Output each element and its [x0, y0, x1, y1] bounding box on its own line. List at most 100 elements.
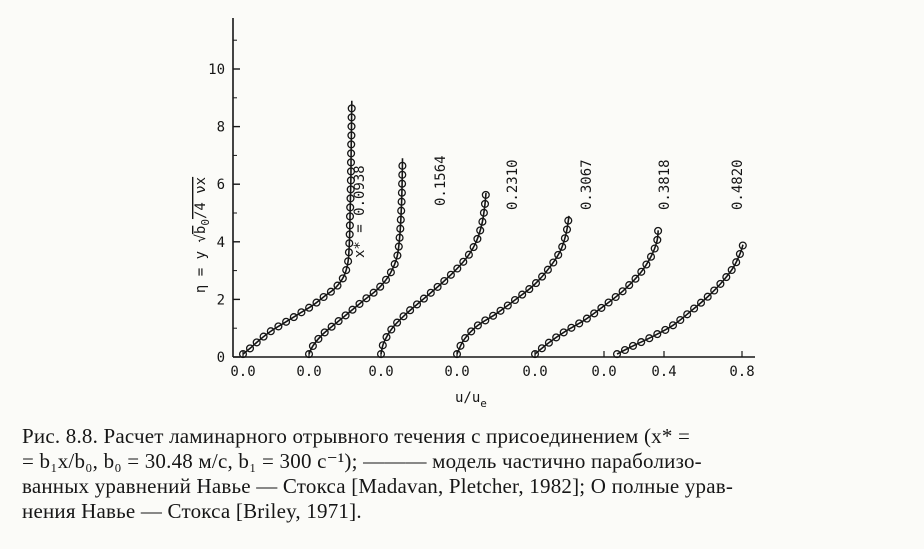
data-point — [397, 188, 406, 197]
caption-line-4: нения Навье — Стокса [Briley, 1971]. — [22, 499, 362, 523]
series-label: 0.2310 — [505, 159, 521, 210]
y-tick-label: 4 — [217, 235, 225, 251]
data-point — [564, 216, 573, 225]
data-point — [735, 249, 744, 259]
data-point — [552, 333, 561, 342]
data-point — [433, 282, 442, 291]
data-point — [537, 344, 546, 353]
data-point — [326, 287, 335, 296]
data-point — [238, 350, 248, 359]
data-point — [346, 158, 356, 167]
data-point — [453, 264, 462, 273]
data-point — [259, 332, 268, 341]
x-tick-label: 0.0 — [230, 364, 255, 380]
data-point — [525, 285, 534, 294]
data-point — [518, 290, 527, 299]
data-point — [452, 350, 462, 359]
axes — [232, 18, 755, 358]
data-point — [419, 294, 428, 303]
series-label: 0.3067 — [579, 159, 595, 210]
data-point — [611, 292, 620, 302]
x-tick-label: 0.0 — [296, 364, 321, 380]
series-line — [534, 230, 659, 355]
data-point — [479, 208, 488, 217]
data-point — [345, 212, 355, 221]
y-tick-label: 8 — [217, 120, 225, 136]
data-point — [334, 317, 343, 326]
data-point — [738, 241, 747, 250]
data-point — [440, 276, 449, 286]
data-point — [597, 303, 606, 312]
x-axis-title: u/ue — [455, 390, 487, 410]
data-point — [727, 265, 736, 275]
data-point — [683, 310, 692, 319]
y-tick-label: 6 — [217, 177, 225, 193]
data-point — [426, 288, 435, 297]
data-point — [732, 258, 741, 267]
data-point — [604, 298, 613, 307]
data-point — [549, 258, 558, 267]
data-point — [538, 272, 547, 281]
data-point — [344, 257, 353, 266]
data-point — [653, 235, 662, 244]
data-point — [304, 350, 314, 359]
data-point — [398, 170, 407, 179]
data-point — [282, 317, 291, 326]
data-point — [345, 230, 354, 239]
data-point — [327, 322, 336, 331]
figure-caption: Рис. 8.8. Расчет ламинарного отрывного т… — [22, 424, 910, 524]
y-tick-label: 10 — [208, 62, 225, 78]
chart-labels: 0 2 4 6 8 10 0.0 0.0 0.0 0.0 0.0 0.0 0.4 0.8 η = y √b0… — [193, 62, 755, 410]
data-point — [530, 350, 540, 359]
data-point — [567, 323, 576, 332]
data-point — [544, 338, 553, 347]
data-point — [252, 338, 261, 347]
data-point — [481, 190, 490, 199]
data-point — [393, 251, 402, 260]
data-point — [346, 185, 355, 194]
caption-line-2: = b₁x/b₀, b₀ = 30.48 м/с, b₁ = 300 с⁻¹);… — [22, 449, 702, 473]
data-point — [382, 333, 391, 342]
series-label: x* = 0.0938 — [352, 165, 368, 258]
data-point — [355, 299, 364, 308]
data-point — [480, 199, 490, 208]
series-label: 0.4820 — [730, 159, 746, 210]
data-point — [245, 344, 255, 353]
data-point — [362, 294, 371, 303]
data-point — [387, 325, 396, 334]
data-point — [646, 252, 656, 261]
data-point — [631, 274, 640, 283]
data-point — [562, 225, 572, 234]
data-point — [558, 242, 567, 251]
data-point — [314, 334, 323, 343]
data-point — [346, 176, 355, 185]
data-point — [496, 306, 505, 315]
data-point — [645, 334, 654, 343]
data-point — [456, 341, 465, 350]
data-point — [346, 194, 355, 203]
data-point — [398, 179, 407, 188]
data-point — [347, 131, 356, 140]
data-point — [266, 327, 275, 336]
data-point — [716, 279, 725, 288]
data-point — [503, 301, 512, 310]
data-point — [305, 303, 314, 312]
data-point — [637, 267, 646, 276]
data-point — [722, 273, 731, 282]
data-point — [394, 242, 403, 251]
data-point — [395, 233, 404, 242]
data-point — [510, 295, 520, 305]
data-point — [464, 250, 473, 259]
data-point — [478, 217, 487, 226]
x-tick-label: 0.8 — [729, 364, 754, 380]
data-point — [342, 266, 351, 275]
data-point — [590, 309, 599, 318]
data-point — [344, 248, 353, 257]
data-point — [637, 338, 646, 347]
data-point — [345, 221, 354, 230]
data-point — [346, 167, 356, 176]
data-point — [489, 311, 498, 320]
data-point — [398, 161, 407, 170]
data-point — [461, 334, 470, 343]
